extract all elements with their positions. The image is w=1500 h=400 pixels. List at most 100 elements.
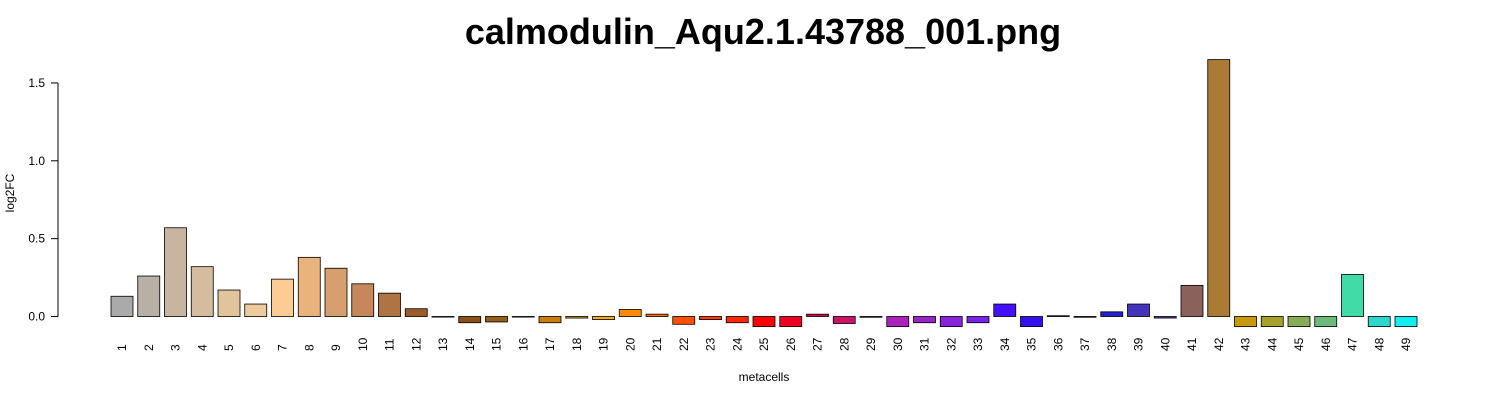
x-tick-label: 12: [409, 337, 423, 351]
bar-2: [137, 275, 161, 317]
x-tick-label: 33: [971, 337, 985, 351]
x-tick-label: 34: [998, 337, 1012, 351]
x-tick-label: 47: [1346, 337, 1360, 351]
x-tick-label: 25: [757, 337, 771, 351]
x-tick-label: 29: [864, 337, 878, 351]
bar-43: [1234, 316, 1257, 328]
bar-9: [324, 267, 348, 317]
x-tick-label: 48: [1372, 337, 1386, 351]
bar-25: [752, 316, 776, 328]
bar-46: [1314, 316, 1338, 328]
bar-1: [110, 295, 134, 317]
x-tick-label: 37: [1078, 337, 1092, 351]
x-tick-label: 27: [811, 337, 825, 351]
x-tick-label: 32: [944, 337, 958, 351]
x-tick-label: 1: [115, 344, 129, 351]
bar-45: [1287, 316, 1311, 328]
bar-47: [1341, 274, 1364, 317]
x-tick-label: 23: [704, 337, 718, 351]
bar-6: [244, 303, 268, 317]
x-tick-label: 30: [891, 337, 905, 351]
x-tick-label: 35: [1025, 337, 1039, 351]
x-tick-label: 43: [1239, 337, 1253, 351]
bar-20: [618, 309, 642, 317]
y-tick-label: 1.5: [28, 76, 45, 90]
x-tick-label: 13: [436, 337, 450, 351]
x-tick-label: 5: [222, 344, 236, 351]
x-tick-label: 20: [623, 337, 637, 351]
bar-39: [1127, 303, 1150, 317]
bar-7: [271, 278, 294, 317]
bar-18: [565, 316, 589, 319]
x-tick-label: 8: [302, 344, 316, 351]
x-tick-label: 4: [195, 344, 209, 351]
bar-31: [913, 316, 936, 324]
y-tick-label: 1.0: [28, 154, 45, 168]
bar-33: [966, 316, 990, 324]
bar-16: [511, 316, 535, 318]
x-tick-label: 26: [784, 337, 798, 351]
bar-48: [1367, 316, 1391, 328]
x-tick-label: 42: [1212, 337, 1226, 351]
x-tick-label: 6: [249, 344, 263, 351]
x-tick-label: 49: [1399, 337, 1413, 351]
x-tick-label: 28: [837, 337, 851, 351]
x-tick-label: 16: [516, 337, 530, 351]
bar-49: [1394, 316, 1418, 328]
bar-28: [832, 316, 856, 324]
x-tick-label: 44: [1265, 337, 1279, 351]
x-tick-label: 2: [142, 344, 156, 351]
x-tick-label: 21: [650, 337, 664, 351]
bar-41: [1180, 284, 1204, 317]
bar-19: [592, 316, 615, 321]
x-axis-label: metacells: [739, 370, 790, 384]
y-axis-label: log2FC: [3, 173, 17, 212]
bar-10: [351, 283, 375, 317]
x-tick-label: 40: [1158, 337, 1172, 351]
bar-26: [779, 316, 803, 328]
x-tick-label: 24: [730, 337, 744, 351]
x-tick-label: 22: [677, 337, 691, 351]
bar-17: [538, 316, 562, 324]
bar-8: [297, 256, 321, 317]
bar-13: [431, 316, 455, 318]
bar-42: [1207, 59, 1231, 317]
bar-30: [886, 316, 910, 328]
x-tick-label: 14: [463, 337, 477, 351]
x-tick-label: 3: [169, 344, 183, 351]
x-tick-label: 7: [276, 344, 290, 351]
y-axis: 0.0 0.5 1.0 1.5: [28, 76, 59, 324]
bar-37: [1073, 316, 1097, 318]
x-tick-label: 18: [570, 337, 584, 351]
x-tick-label: 11: [383, 338, 397, 351]
bar-21: [645, 313, 669, 317]
bar-36: [1046, 315, 1070, 317]
bar-40: [1153, 316, 1177, 319]
x-tick-label: 38: [1105, 337, 1119, 351]
bars: [110, 59, 1418, 328]
x-tick-label: 9: [329, 344, 343, 351]
x-tick-label: 46: [1319, 337, 1333, 351]
bar-22: [672, 316, 696, 325]
bar-27: [806, 313, 829, 317]
y-tick-label: 0.0: [28, 310, 45, 324]
bar-35: [1020, 316, 1043, 328]
bar-29: [859, 316, 883, 318]
bar-24: [725, 316, 749, 324]
x-tick-label: 10: [356, 337, 370, 351]
chart-title: calmodulin_Aqu2.1.43788_001.png: [465, 11, 1061, 52]
bar-23: [699, 316, 722, 321]
bar-3: [164, 227, 187, 317]
y-tick-label: 0.5: [28, 232, 45, 246]
bar-44: [1260, 316, 1284, 328]
bar-32: [939, 316, 963, 328]
x-tick-label: 39: [1132, 337, 1146, 351]
x-tick-label: 45: [1292, 337, 1306, 351]
bar-38: [1100, 311, 1124, 317]
x-tick-label: 17: [543, 337, 557, 351]
x-tick-label: 31: [918, 337, 932, 351]
bar-12: [404, 308, 428, 317]
x-tick-labels: 1 2 3 4 5 6 7 8 9 10 11 12 13 14 15 16 17 18 19 20 21 22 23 24 2…: [115, 337, 1413, 351]
x-tick-label: 36: [1051, 337, 1065, 351]
